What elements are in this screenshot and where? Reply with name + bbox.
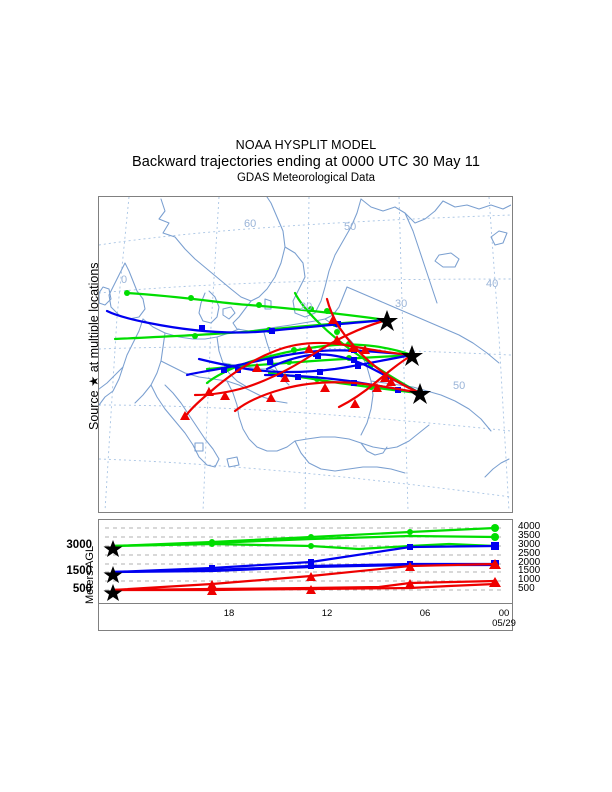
height-right-label-3500: 3500 <box>518 530 541 541</box>
source-star-middle <box>401 345 423 366</box>
met-data-source: GDAS Meteorological Data <box>236 172 376 185</box>
red-height-markers <box>207 559 501 595</box>
model-name: NOAA HYSPLIT MODEL <box>235 138 377 152</box>
map-grid-labels: 0 20 30 40 50 60 50 <box>121 218 498 392</box>
map-canvas: 0 20 30 40 50 60 50 <box>99 197 511 511</box>
height-label-1500: 1500 <box>66 565 92 577</box>
red-trajectory-markers <box>180 315 396 420</box>
svg-text:30: 30 <box>395 298 407 310</box>
blue-height-traces <box>111 544 497 574</box>
plot-title-block: NOAA HYSPLIT MODEL Backward trajectories… <box>0 138 612 185</box>
svg-text:20: 20 <box>300 301 312 313</box>
source-star-south <box>409 383 431 404</box>
source-star-north <box>376 310 398 331</box>
svg-text:50: 50 <box>453 380 465 392</box>
height-profile-canvas <box>103 524 505 601</box>
svg-text:50: 50 <box>344 221 356 233</box>
svg-text:0: 0 <box>121 274 127 286</box>
height-right-label-2500: 2500 <box>518 548 541 559</box>
height-right-label-2000: 2000 <box>518 557 541 568</box>
height-label-500: 500 <box>72 583 92 595</box>
height-right-label-3000: 3000 <box>518 539 541 550</box>
trajectory-description: Backward trajectories ending at 0000 UTC… <box>131 154 481 170</box>
time-axis-panel: 18 12 06 00 05/29 <box>98 603 516 631</box>
time-tick-00: 00 <box>498 608 510 619</box>
map-graticule <box>99 197 511 511</box>
svg-text:40: 40 <box>486 278 498 290</box>
time-tick-18: 18 <box>223 608 235 619</box>
time-tick-12: 12 <box>321 608 333 619</box>
height-source-stars <box>103 540 123 601</box>
height-label-3000: 3000 <box>66 539 92 551</box>
map-coastlines <box>99 197 511 478</box>
trajectory-map-panel[interactable]: 0 20 30 40 50 60 50 <box>98 196 513 513</box>
height-right-label-1000: 1000 <box>518 574 541 585</box>
svg-text:60: 60 <box>244 218 256 230</box>
height-right-label-1500: 1500 <box>518 565 541 576</box>
map-source-stars <box>376 310 431 404</box>
time-tick-06: 06 <box>419 608 431 619</box>
height-right-label-4000: 4000 <box>518 521 541 532</box>
green-height-markers <box>209 524 499 549</box>
time-date-label: 05/29 <box>492 618 516 629</box>
height-profile-panel[interactable] <box>98 519 513 603</box>
height-right-label-500: 500 <box>518 583 535 594</box>
